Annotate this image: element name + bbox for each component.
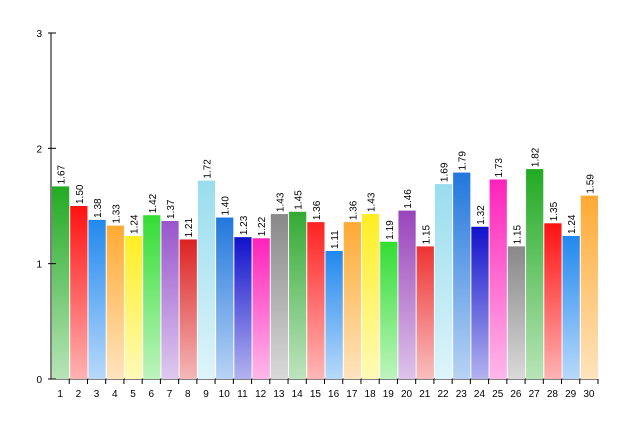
x-tick-label: 7	[167, 389, 173, 400]
bar-value-label: 1.73	[494, 158, 505, 178]
x-tick-label: 23	[456, 389, 468, 400]
bar-value-label: 1.23	[239, 215, 250, 235]
bar	[580, 195, 598, 379]
bar	[398, 210, 416, 379]
x-tick-label: 26	[510, 389, 522, 400]
x-tick-label: 15	[310, 389, 322, 400]
bar	[380, 241, 398, 379]
x-tick-label: 8	[185, 389, 191, 400]
bar-value-label: 1.35	[549, 201, 560, 221]
x-tick-label: 24	[474, 389, 486, 400]
bar-value-label: 1.15	[421, 224, 432, 244]
bar-value-label: 1.82	[531, 147, 542, 167]
x-tick-label: 6	[149, 389, 155, 400]
bar	[106, 225, 124, 379]
y-tick-label: 0	[36, 375, 42, 386]
x-tick-label: 27	[529, 389, 541, 400]
bar	[289, 211, 307, 379]
x-tick-label: 17	[346, 389, 358, 400]
bar	[471, 226, 489, 379]
bar	[325, 250, 343, 379]
x-tick-label: 30	[583, 389, 595, 400]
x-tick-label: 4	[112, 389, 118, 400]
bar	[179, 239, 197, 379]
bar	[197, 180, 216, 379]
bar	[361, 214, 380, 379]
bar-value-label: 1.24	[567, 214, 578, 234]
bar	[307, 222, 325, 379]
bar-value-label: 1.22	[257, 216, 268, 236]
bar	[270, 214, 289, 379]
bar-value-label: 1.43	[367, 192, 378, 212]
x-tick-label: 22	[437, 389, 449, 400]
x-tick-label: 21	[419, 389, 431, 400]
bar-value-label: 1.32	[476, 205, 487, 225]
bar	[434, 184, 453, 379]
x-tick-label: 20	[401, 389, 413, 400]
bar-value-label: 1.36	[348, 200, 359, 220]
x-tick-label: 11	[237, 389, 248, 400]
bar-value-label: 1.69	[440, 162, 451, 182]
bar	[489, 179, 507, 379]
x-tick-label: 16	[328, 389, 340, 400]
x-tick-label: 1	[57, 389, 63, 400]
x-tick-label: 19	[383, 389, 395, 400]
bar-value-label: 1.37	[166, 199, 177, 219]
bar	[161, 220, 179, 379]
bar-value-label: 1.38	[93, 198, 104, 218]
bar-value-label: 1.15	[512, 224, 523, 244]
bar-value-label: 1.50	[75, 184, 86, 204]
bar	[124, 235, 143, 379]
bar-value-label: 1.59	[585, 174, 596, 194]
x-tick-label: 3	[94, 389, 100, 400]
bar-value-label: 1.42	[148, 193, 159, 213]
x-tick-label: 5	[130, 389, 136, 400]
bar-value-label: 1.19	[385, 220, 396, 240]
bar	[526, 169, 544, 379]
bar-value-label: 1.79	[458, 151, 469, 171]
x-tick-label: 25	[492, 389, 504, 400]
bar	[252, 238, 270, 379]
bar-value-label: 1.33	[111, 204, 122, 224]
chart-bars	[52, 169, 598, 379]
bar	[453, 172, 471, 379]
bar	[88, 219, 106, 379]
y-tick-label: 3	[36, 29, 42, 40]
bar	[216, 217, 234, 379]
x-tick-label: 14	[292, 389, 304, 400]
bar	[70, 206, 88, 379]
bar	[507, 246, 526, 379]
bar-value-label: 1.67	[57, 164, 68, 184]
bar-value-label: 1.36	[312, 200, 323, 220]
x-tick-label: 13	[273, 389, 285, 400]
bar	[234, 237, 252, 379]
y-tick-label: 1	[36, 260, 42, 271]
x-tick-label: 29	[565, 389, 577, 400]
bar	[416, 246, 434, 379]
x-tick-label: 18	[365, 389, 377, 400]
bar-value-label: 1.11	[330, 230, 341, 249]
bar	[562, 235, 580, 379]
bar-value-label: 1.43	[275, 192, 286, 212]
bar-value-label: 1.40	[221, 196, 232, 216]
x-tick-label: 2	[76, 389, 82, 400]
bar	[143, 215, 161, 379]
x-tick-label: 12	[255, 389, 267, 400]
bar	[52, 186, 70, 379]
x-tick-label: 9	[203, 389, 209, 400]
bar-value-label: 1.72	[202, 159, 213, 179]
x-tick-label: 10	[219, 389, 231, 400]
bar-value-label: 1.21	[184, 218, 195, 238]
y-tick-label: 2	[36, 144, 42, 155]
bar	[343, 222, 361, 379]
bar	[544, 223, 562, 379]
y-axis-ticks: 0 1 2 3	[36, 29, 56, 386]
bar-value-label: 1.46	[403, 189, 414, 209]
chart-value-labels: 1.67 1.50 1.38 1.33 1.24 1.42 1.37 1.21 1.72 1.40…	[57, 147, 597, 249]
x-axis-ticks: 1 2 3 4 5 6 7 8 9 10 11 12 13 14 15 16 17 18 19 20 21 22 23 24 2…	[57, 379, 599, 400]
bar-value-label: 1.45	[294, 190, 305, 210]
bar-value-label: 1.24	[130, 214, 141, 234]
x-tick-label: 28	[547, 389, 559, 400]
